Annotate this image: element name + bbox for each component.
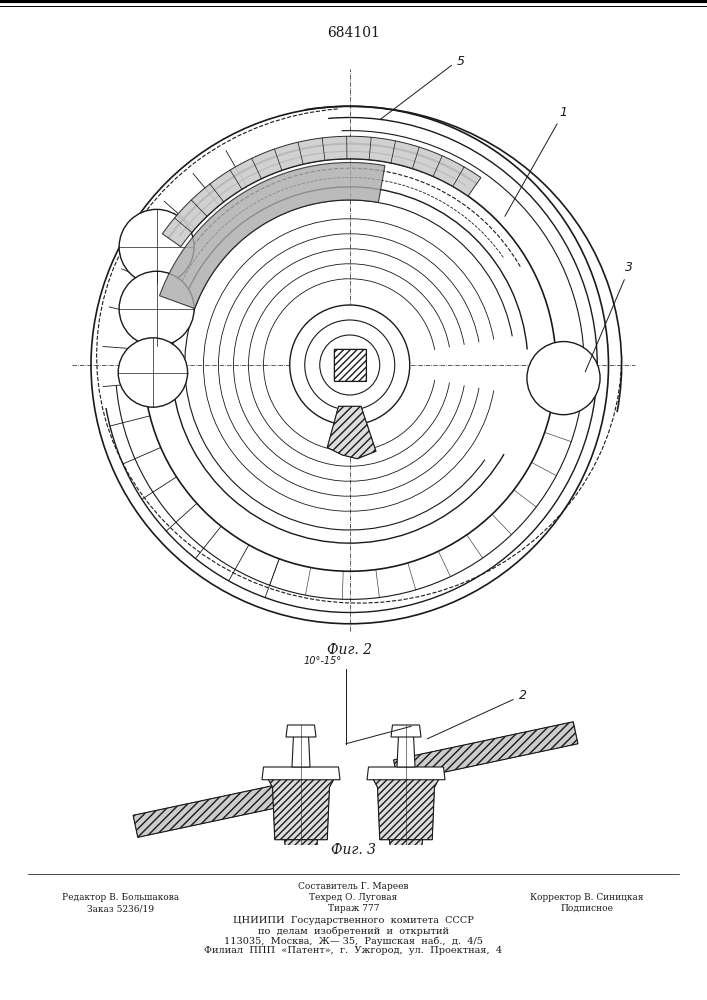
Text: 3: 3 [585,261,633,372]
Polygon shape [373,778,440,840]
Text: Тираж 777: Тираж 777 [328,904,379,913]
Text: Фиг. 3: Фиг. 3 [331,844,376,857]
Text: по  делам  изобретений  и  открытий: по делам изобретений и открытий [258,926,449,936]
Polygon shape [327,406,376,459]
Polygon shape [292,735,310,767]
Text: 1: 1 [505,106,568,216]
Circle shape [119,209,194,284]
Polygon shape [160,163,385,309]
Text: Техред О. Луговая: Техред О. Луговая [310,893,397,902]
Polygon shape [367,767,445,780]
Text: Филиал  ППП  «Патент»,  г.  Ужгород,  ул.  Проектная,  4: Филиал ППП «Патент», г. Ужгород, ул. Про… [204,946,503,955]
Text: ЦНИИПИ  Государственного  комитета  СССР: ЦНИИПИ Государственного комитета СССР [233,916,474,925]
Polygon shape [267,778,334,840]
Circle shape [290,305,410,425]
Text: Заказ 5236/19: Заказ 5236/19 [87,904,153,913]
Text: Корректор В. Синицкая: Корректор В. Синицкая [530,893,643,902]
Polygon shape [391,725,421,737]
Text: 684101: 684101 [327,26,380,40]
Circle shape [527,342,600,415]
Polygon shape [394,722,578,782]
Circle shape [305,320,395,410]
Polygon shape [163,136,481,247]
Text: Редактор В. Большакова: Редактор В. Большакова [62,893,179,902]
Text: Составитель Г. Мареев: Составитель Г. Мареев [298,882,409,891]
Polygon shape [262,767,340,780]
Polygon shape [286,725,316,737]
Text: 5: 5 [380,55,464,120]
Text: Фиг. 2: Фиг. 2 [327,643,373,656]
Text: 10°-15°: 10°-15° [304,656,342,666]
Circle shape [118,338,187,407]
Circle shape [119,271,194,346]
Polygon shape [133,777,317,837]
Polygon shape [284,840,317,855]
Text: Подписное: Подписное [561,904,613,913]
Circle shape [320,335,380,395]
Polygon shape [390,840,423,855]
Polygon shape [334,349,366,381]
Text: 113035,  Москва,  Ж— 35,  Раушская  наб.,  д.  4/5: 113035, Москва, Ж— 35, Раушская наб., д.… [224,936,483,946]
Text: 2: 2 [427,689,527,739]
Polygon shape [397,735,415,767]
